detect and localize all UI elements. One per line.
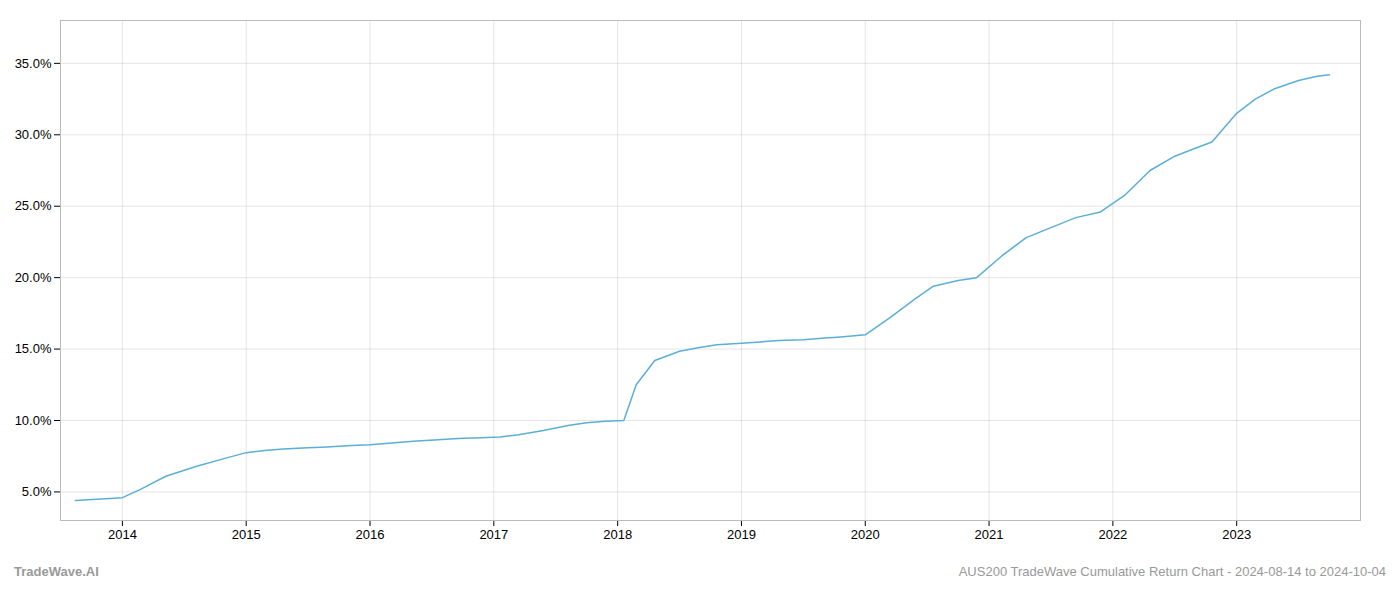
- svg-text:2020: 2020: [851, 527, 880, 542]
- svg-text:2022: 2022: [1098, 527, 1127, 542]
- svg-text:2014: 2014: [108, 527, 137, 542]
- svg-text:2017: 2017: [479, 527, 508, 542]
- svg-text:2019: 2019: [727, 527, 756, 542]
- svg-text:2016: 2016: [356, 527, 385, 542]
- html-text:TradeWave.AI: TradeWave.AI: [14, 564, 99, 579]
- svg-text:2021: 2021: [975, 527, 1004, 542]
- svg-text:15.0%: 15.0%: [15, 341, 52, 356]
- svg-text:5.0%: 5.0%: [22, 484, 52, 499]
- svg-text:2023: 2023: [1222, 527, 1251, 542]
- html-text:AUS200 TradeWave Cumulative Re: AUS200 TradeWave Cumulative Return Chart…: [958, 564, 1386, 579]
- svg-text:2018: 2018: [603, 527, 632, 542]
- svg-text:2015: 2015: [232, 527, 261, 542]
- svg-text:20.0%: 20.0%: [15, 270, 52, 285]
- svg-text:30.0%: 30.0%: [15, 127, 52, 142]
- svg-text:10.0%: 10.0%: [15, 413, 52, 428]
- svg-text:25.0%: 25.0%: [15, 198, 52, 213]
- svg-text:35.0%: 35.0%: [15, 56, 52, 71]
